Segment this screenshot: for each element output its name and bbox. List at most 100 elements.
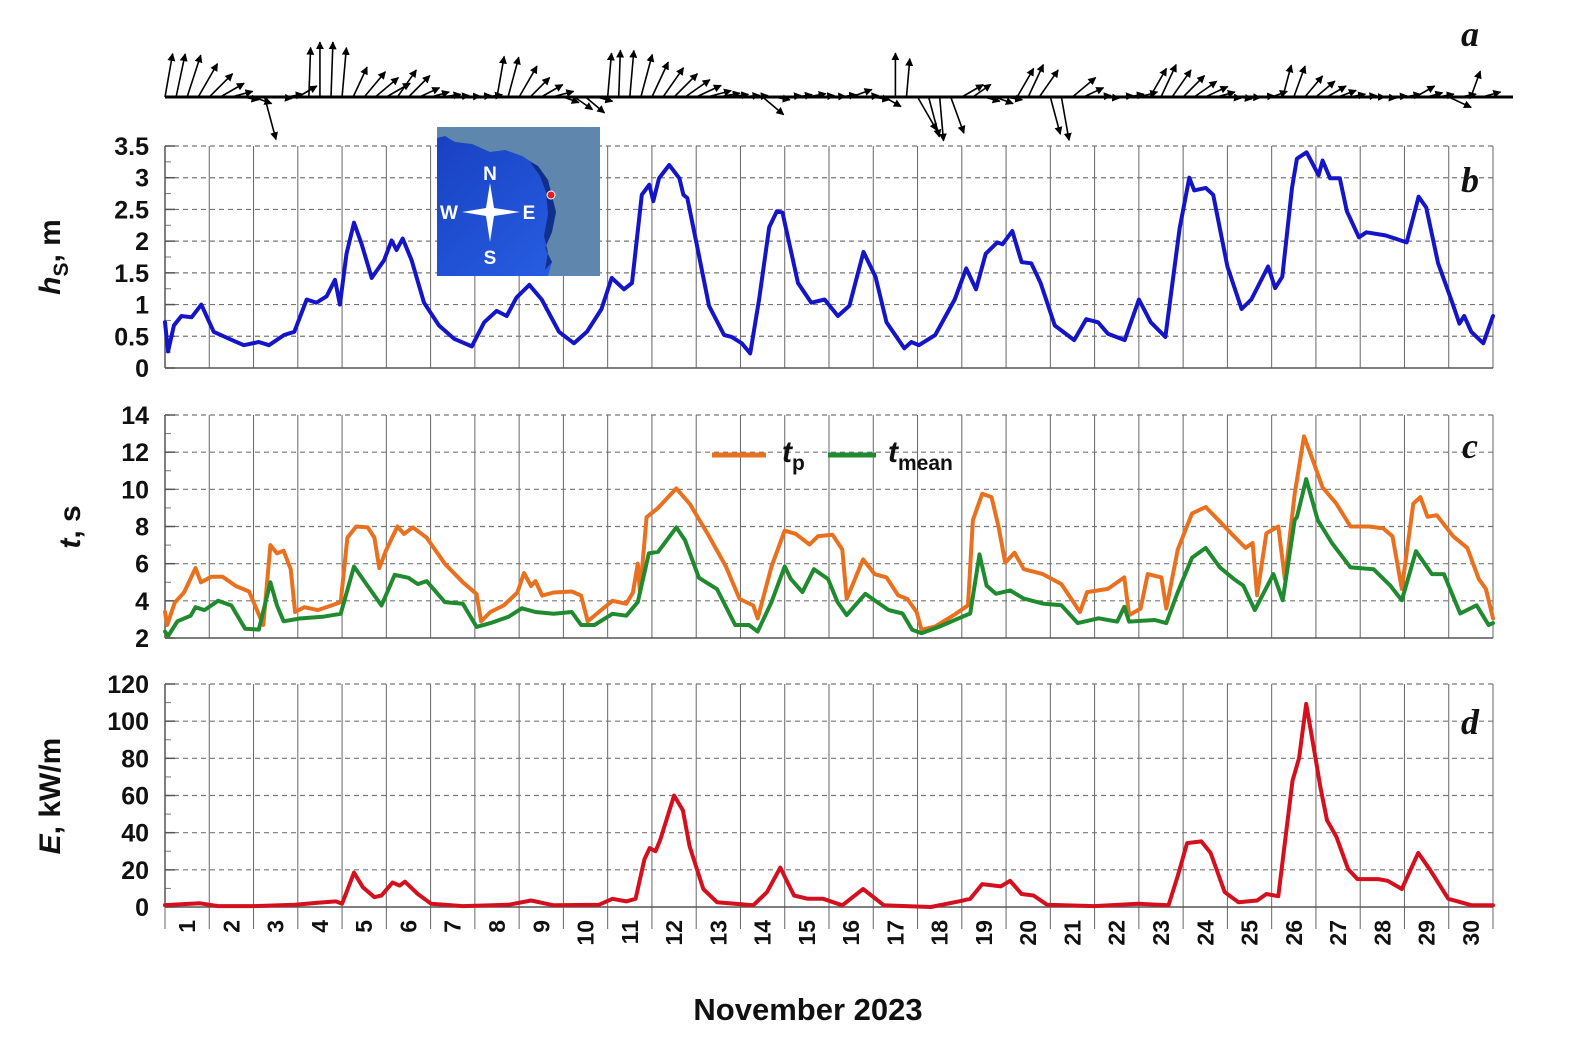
y-tick-label: 40 bbox=[121, 820, 149, 848]
wind-vector-arrow bbox=[518, 65, 538, 98]
y-tick-label: 1 bbox=[135, 292, 149, 320]
wind-vector-arrow bbox=[540, 83, 564, 98]
x-tick-label: 2 bbox=[218, 920, 244, 933]
compass-e: E bbox=[523, 203, 536, 224]
y-tick-label: 100 bbox=[107, 708, 149, 736]
y-tick-label: 2 bbox=[135, 228, 149, 256]
wind-vector-arrow bbox=[197, 62, 219, 98]
legend-label-tmean: tmean bbox=[888, 436, 953, 475]
inset-land bbox=[437, 127, 600, 276]
wind-vector-arrow bbox=[352, 66, 368, 98]
wind-vector-arrow bbox=[1083, 86, 1105, 98]
hs-label-sub: S bbox=[50, 263, 73, 277]
wind-vector-arrow bbox=[574, 96, 594, 111]
panel-letter-c: c bbox=[1462, 426, 1478, 466]
x-tick-label: 19 bbox=[971, 920, 997, 946]
legend-label-tp: tp bbox=[782, 436, 805, 475]
wind-vector-arrow bbox=[972, 83, 992, 98]
y-tick-label: 2 bbox=[135, 625, 149, 653]
inset-coastline bbox=[530, 162, 556, 270]
wave-energy-panel: 0 20 40 60 80 100 120 bbox=[107, 671, 1495, 929]
x-tick-label: 7 bbox=[440, 920, 466, 933]
x-tick-label: 29 bbox=[1414, 920, 1440, 946]
x-tick-label: 17 bbox=[882, 920, 908, 946]
wind-vector-arrow bbox=[1027, 63, 1045, 98]
y-tick-label: 60 bbox=[121, 783, 149, 811]
legend-tmean-sub: mean bbox=[898, 452, 953, 475]
wind-vector-arrow bbox=[1326, 85, 1347, 98]
wind-vector-arrow bbox=[949, 96, 966, 134]
y-tick-label: 3.5 bbox=[114, 133, 149, 161]
wind-vector-arrow bbox=[938, 96, 947, 142]
wind-vector-arrow bbox=[529, 76, 551, 98]
x-tick-label: 8 bbox=[484, 920, 510, 933]
x-axis-label: November 2023 bbox=[693, 992, 922, 1027]
wind-vector-panel bbox=[164, 41, 1513, 142]
x-tick-label: 22 bbox=[1104, 920, 1130, 946]
location-inset-map: N S W E bbox=[437, 127, 600, 276]
y-tick-label: 1.5 bbox=[114, 260, 149, 288]
wind-vector-arrow bbox=[1160, 63, 1177, 98]
wind-vector-arrow bbox=[1060, 96, 1072, 142]
wind-vector-arrow bbox=[407, 75, 431, 98]
y-tick-label: 10 bbox=[121, 476, 149, 504]
e-label-unit: , kW/m bbox=[34, 738, 67, 835]
x-tick-label: 11 bbox=[617, 920, 643, 945]
wind-vector-arrow bbox=[662, 67, 685, 98]
wind-vector-arrow bbox=[927, 96, 942, 138]
wind-vector-arrow bbox=[1193, 80, 1218, 98]
y-tick-label: 4 bbox=[135, 588, 149, 616]
compass-n: N bbox=[483, 164, 497, 185]
x-tick-label: 26 bbox=[1281, 920, 1307, 946]
wind-vector-arrow bbox=[606, 52, 615, 98]
panel-letter-d: d bbox=[1461, 702, 1480, 742]
wind-vector-arrow bbox=[695, 84, 722, 98]
x-tick-label: 16 bbox=[838, 920, 864, 946]
x-tick-label: 4 bbox=[307, 920, 333, 933]
x-tick-label: 15 bbox=[794, 920, 820, 946]
wind-vector-arrow bbox=[673, 73, 698, 98]
wind-vector-arrow bbox=[1293, 65, 1307, 98]
wind-vector-arrow bbox=[629, 49, 638, 98]
y-tick-label: 12 bbox=[121, 439, 149, 467]
wind-vector-arrow bbox=[419, 86, 441, 98]
wave-period-panel: 2 4 6 8 10 12 14 bbox=[121, 402, 1495, 653]
x-tick-label: 5 bbox=[351, 920, 377, 933]
wind-vector-arrow bbox=[1182, 75, 1206, 98]
series-line-1 bbox=[163, 150, 1495, 356]
x-tick-label: 23 bbox=[1148, 920, 1174, 946]
legend-tp-sub: p bbox=[792, 452, 805, 475]
wind-vector-arrow bbox=[341, 46, 350, 98]
x-tick-label: 27 bbox=[1325, 920, 1351, 946]
wind-vector-arrow bbox=[1149, 67, 1168, 98]
wind-vector-arrow bbox=[1470, 70, 1482, 98]
wind-vector-arrow bbox=[1049, 96, 1063, 135]
t-label-unit: , s bbox=[54, 505, 87, 538]
wind-vector-arrow bbox=[363, 71, 387, 98]
y-tick-label: 120 bbox=[107, 671, 149, 699]
wind-vector-arrow bbox=[306, 46, 315, 98]
wind-vector-arrow bbox=[1171, 69, 1192, 98]
wind-vector-arrow bbox=[916, 96, 938, 132]
wave-height-panel: 0 0.5 1 1.5 2 2.5 3 3.5 bbox=[114, 133, 1495, 383]
x-tick-label: 1 bbox=[174, 920, 200, 933]
compass-w: W bbox=[440, 203, 458, 224]
legend: tp tmean bbox=[712, 436, 953, 475]
wind-vector-arrow bbox=[684, 78, 711, 98]
e-axis-label: E, kW/m bbox=[34, 738, 67, 855]
wind-vector-arrow bbox=[263, 96, 278, 141]
t-axis-label: t, s bbox=[54, 505, 87, 548]
wind-vector-arrow bbox=[1016, 67, 1035, 98]
hs-label-main: h bbox=[34, 277, 67, 295]
hs-label-unit: , m bbox=[34, 219, 67, 262]
x-tick-label: 30 bbox=[1458, 920, 1484, 946]
wind-vector-arrow bbox=[883, 96, 902, 108]
wind-vector-arrow bbox=[1204, 85, 1229, 98]
y-tick-label: 14 bbox=[121, 402, 149, 430]
y-tick-label: 0 bbox=[135, 355, 149, 383]
series-line-p bbox=[163, 434, 1495, 632]
x-tick-label: 13 bbox=[705, 920, 731, 946]
hs-axis-label: hS, m bbox=[34, 219, 73, 295]
x-tick-label: 20 bbox=[1015, 920, 1041, 946]
